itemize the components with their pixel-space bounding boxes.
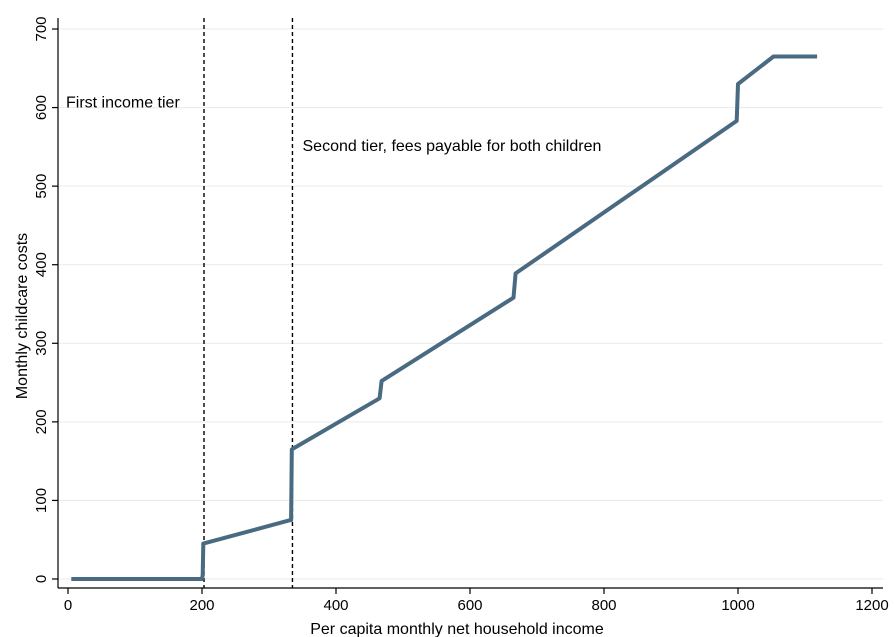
annotation-1: Second tier, fees payable for both child… [303, 138, 602, 155]
series-line-0 [71, 54, 818, 581]
x-tick-label-1: 200 [189, 597, 214, 614]
series-layer [71, 54, 818, 581]
x-tick-label-0: 0 [64, 597, 72, 614]
y-tick-label-7: 700 [33, 16, 50, 41]
gridlines [58, 28, 883, 580]
x-tick-label-4: 800 [591, 597, 616, 614]
y-tick-label-0: 0 [33, 575, 50, 583]
x-tick-label-2: 400 [323, 597, 348, 614]
x-tick-label-6: 1200 [855, 597, 888, 614]
x-ticks: 0 200 400 600 800 1000 1200 [64, 588, 889, 614]
annotations: First income tier Second tier, fees payab… [66, 95, 601, 155]
x-axis-title: Per capita monthly net household income [310, 621, 604, 637]
y-tick-label-5: 500 [33, 174, 50, 199]
y-tick-label-6: 600 [33, 95, 50, 120]
y-tick-label-2: 200 [33, 409, 50, 434]
y-tick-label-4: 400 [33, 252, 50, 277]
y-tick-label-3: 300 [33, 331, 50, 356]
y-ticks: 0 100 200 300 400 500 600 700 [33, 16, 58, 583]
y-tick-label-1: 100 [33, 488, 50, 513]
y-axis-title: Monthly childcare costs [14, 233, 31, 399]
axes [57, 18, 883, 589]
x-tick-label-5: 1000 [721, 597, 754, 614]
reference-lines [203, 18, 294, 588]
annotation-0: First income tier [66, 95, 180, 112]
x-tick-label-3: 600 [457, 597, 482, 614]
